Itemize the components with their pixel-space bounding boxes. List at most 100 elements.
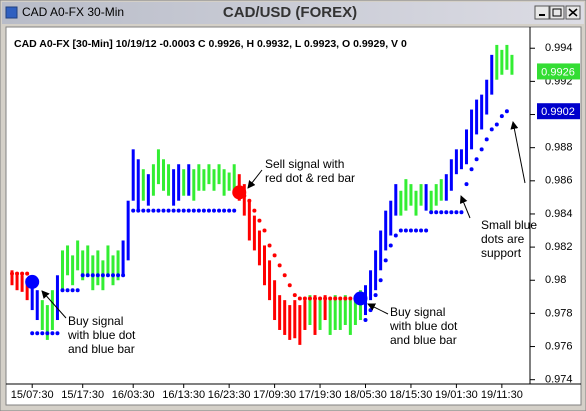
support-dot [45,331,50,336]
support-dot [363,318,368,323]
support-dot [444,210,449,215]
resistance-dot [333,296,338,301]
support-dot [35,331,40,336]
window-icon [5,6,18,19]
support-dot [398,228,403,233]
support-dot [100,273,105,278]
annotation-text: support [481,246,522,260]
price-bar [10,270,14,286]
annotation-text: dots are [481,232,525,246]
price-bar [424,184,428,211]
support-dot [227,208,232,213]
resistance-dot [282,273,287,278]
price-bar [374,250,378,291]
price-bar [136,159,140,211]
annotation-arrow [41,290,67,319]
support-dot [166,208,171,213]
price-bars [10,44,514,345]
resistance-dot [307,296,312,301]
annotation-arrow [367,303,389,315]
price-bar [343,295,347,325]
support-dot [116,273,121,278]
minimize-button[interactable] [534,5,550,20]
price-bar [50,290,54,330]
y-tick-label: 0.978 [545,307,573,319]
resistance-dot [348,296,353,301]
price-bar [384,210,388,251]
support-dot [232,208,237,213]
price-bar [353,295,357,325]
support-dot [156,208,161,213]
support-dot [479,147,484,152]
resistance-dot [343,296,348,301]
price-bar [394,184,398,216]
close-icon [568,8,578,17]
price-bar [369,270,373,301]
price-bar [399,190,403,216]
price-bar [15,271,19,291]
support-dot [414,228,418,233]
maximize-button[interactable] [549,5,565,20]
price-bar [293,300,297,339]
support-dot [459,210,464,215]
support-dot [499,114,504,119]
annotation-text: Buy signal [390,305,445,319]
y-tick-label: 0.994 [545,42,573,54]
price-bar [444,174,448,201]
price-bar [263,245,266,286]
annotation-text: and blue bar [68,342,135,356]
support-dot [378,278,383,283]
last-value-tag [537,63,580,80]
support-dot [186,208,191,213]
price-bar [222,169,226,196]
x-tick-label: 19/11:30 [481,389,523,401]
price-bar [30,281,34,311]
price-bar [81,250,85,281]
resistance-dot [257,218,262,223]
price-bar [167,164,171,196]
price-bar [146,174,150,206]
price-bar [71,255,75,286]
price-bar [162,159,165,191]
price-bar [247,200,251,241]
price-bar [257,230,261,266]
x-tick-label: 17/09:30 [253,389,296,401]
price-bar [25,278,29,301]
price-bar [495,44,499,80]
signal-marker [353,291,368,306]
support-dot [30,331,35,336]
price-bar [182,169,186,196]
resistance-dot [262,228,267,233]
resistance-dot [338,296,343,301]
price-bar [61,250,64,291]
price-bar [116,250,120,281]
support-dot [393,233,398,238]
support-dot [439,210,444,215]
price-bar [288,305,292,340]
price-bar [212,169,216,191]
price-bar [91,255,95,291]
annotation-arrow [510,121,526,184]
price-bar [45,305,49,340]
x-tick-label: 17/19:30 [299,389,342,401]
resistance-dot [247,198,252,203]
last-value-label: 0.9902 [541,106,575,118]
y-tick-label: 0.974 [545,374,573,386]
price-bar [197,164,201,191]
annotation-text: and blue bar [390,333,457,347]
support-dot [191,208,196,213]
price-bar [106,245,110,276]
price-bar [151,164,155,196]
resistance-dot [297,296,302,301]
support-dot [469,167,474,172]
y-tick-label: 0.976 [545,340,573,352]
price-bar [480,94,484,130]
price-bar [217,164,221,185]
price-bar [126,200,130,261]
support-dot [146,208,151,213]
x-tick-label: 18/15:30 [390,389,433,401]
support-dot [121,273,126,278]
price-bar [86,245,90,276]
support-dot [424,228,429,233]
window-buttons[interactable] [534,5,581,20]
